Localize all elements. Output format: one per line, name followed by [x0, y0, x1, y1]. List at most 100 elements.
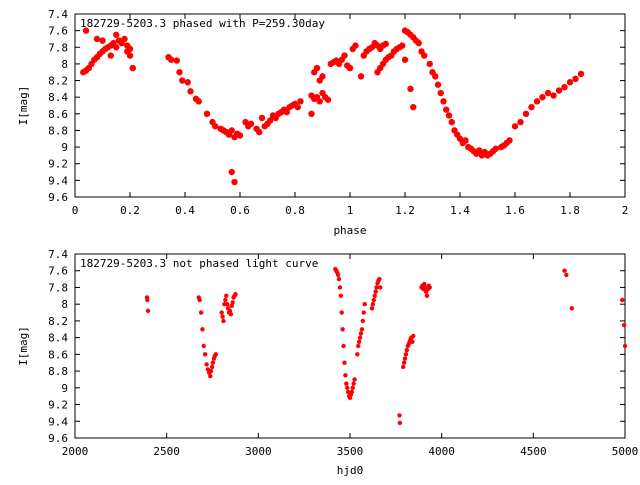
data-point [356, 339, 362, 345]
data-point [443, 106, 450, 113]
data-point [113, 44, 120, 51]
data-point [550, 92, 557, 99]
data-point [351, 381, 356, 386]
data-point [219, 310, 224, 315]
x-tick-label: 1.6 [505, 204, 525, 217]
data-point [448, 118, 455, 126]
data-point [620, 297, 625, 303]
x-tick-label: 0.6 [230, 204, 250, 217]
data-point [342, 360, 347, 365]
x-tick-label: 5000 [612, 445, 639, 458]
data-point [204, 362, 209, 367]
data-point [200, 327, 205, 332]
data-point [421, 52, 428, 59]
data-point [437, 89, 444, 97]
data-point [374, 285, 379, 290]
data-point [569, 306, 575, 311]
data-point [566, 79, 574, 86]
data-point [397, 420, 403, 426]
y-tick-label: 9.4 [48, 174, 68, 187]
data-point [230, 300, 235, 305]
data-point [202, 352, 208, 357]
data-point [397, 413, 402, 418]
x-tick-label: 2500 [153, 445, 180, 458]
data-point [294, 103, 301, 111]
data-point [227, 308, 233, 314]
data-point [445, 112, 453, 119]
data-point [223, 297, 228, 303]
y-tick-label: 8.8 [48, 365, 68, 378]
data-point [129, 64, 136, 72]
y-tick-label: 9 [61, 141, 68, 154]
data-point [168, 56, 175, 63]
x-tick-label: 2 [622, 204, 629, 217]
x-tick-label: 0.2 [120, 204, 140, 217]
data-point [426, 60, 433, 68]
data-point [344, 381, 349, 386]
y-axis-label: I[mag] [17, 86, 30, 126]
data-point [422, 281, 427, 287]
x-tick-label: 0.8 [285, 204, 305, 217]
x-axis-label: phase [333, 224, 366, 237]
data-point [357, 73, 365, 80]
data-point [402, 356, 408, 361]
data-point [476, 147, 483, 154]
unphased-light-curve-panel: 2000 2500 3000 3500 4000 4500 5000 7.4 7.6 7.8 8 8.… [17, 248, 638, 477]
data-point [107, 52, 114, 59]
x-axis-label: hjd0 [337, 464, 364, 477]
data-point [187, 88, 194, 95]
data-point [145, 308, 151, 314]
data-point [432, 73, 439, 80]
x-tick-label: 3500 [337, 445, 364, 458]
data-point [352, 42, 359, 49]
data-point [506, 137, 513, 144]
data-point [528, 103, 535, 111]
x-tick-label: 4000 [428, 445, 455, 458]
data-point [622, 343, 628, 349]
data-point [355, 352, 360, 357]
data-point [179, 77, 186, 84]
data-point [335, 272, 341, 278]
data-point [236, 132, 244, 139]
data-point [345, 385, 350, 391]
data-point [316, 98, 323, 105]
data-point [198, 310, 204, 315]
data-point [621, 322, 627, 328]
y-tick-label: 9.4 [48, 415, 68, 428]
data-point [360, 318, 366, 324]
data-point [564, 272, 569, 278]
y-tick-label: 8.6 [48, 108, 68, 121]
data-point [361, 310, 366, 315]
data-point [382, 40, 389, 48]
data-point [350, 385, 355, 391]
data-point [173, 57, 180, 64]
data-point [371, 297, 377, 303]
y-tick-label: 8.6 [48, 348, 68, 361]
data-point [208, 373, 213, 379]
data-point [228, 312, 234, 317]
data-point [341, 52, 348, 59]
data-point [233, 291, 238, 297]
data-point [341, 343, 346, 349]
y-tick-label: 7.4 [48, 8, 68, 21]
data-point [401, 360, 407, 365]
data-point [404, 347, 410, 353]
y-tick-label: 7.4 [48, 248, 68, 261]
data-point [213, 352, 218, 357]
data-point [145, 297, 150, 303]
data-point [313, 64, 321, 72]
x-tick-label: 1 [347, 204, 354, 217]
data-point [370, 301, 376, 307]
data-point [324, 96, 332, 103]
x-tick-label: 0.4 [175, 204, 195, 217]
x-tick-label: 0 [72, 204, 79, 217]
data-point [411, 333, 416, 339]
data-point [357, 335, 363, 340]
y-axis-label: I[mag] [17, 326, 30, 366]
data-point [267, 117, 274, 124]
data-point [577, 70, 585, 78]
data-point [359, 327, 365, 332]
data-point [544, 89, 552, 97]
